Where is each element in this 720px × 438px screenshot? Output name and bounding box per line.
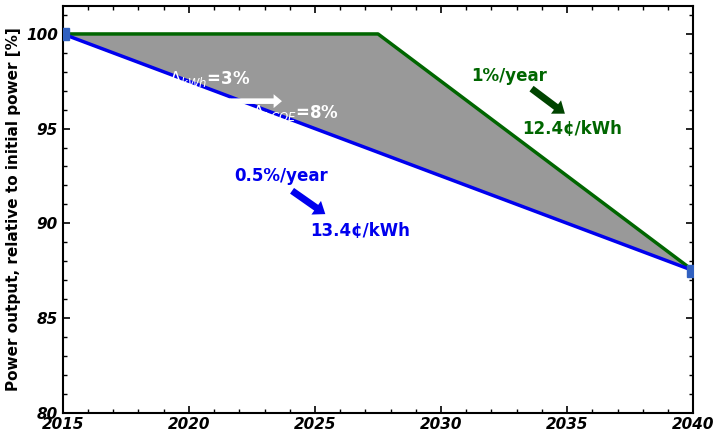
Text: $\Delta_{kWh}$=3%: $\Delta_{kWh}$=3% [168, 69, 250, 89]
Text: 12.4¢/kWh: 12.4¢/kWh [522, 120, 621, 138]
Text: 13.4¢/kWh: 13.4¢/kWh [310, 222, 410, 240]
Text: 0.5%/year: 0.5%/year [234, 167, 328, 185]
Text: 1%/year: 1%/year [472, 67, 547, 85]
Text: $\Delta_{LCOE}$=8%: $\Delta_{LCOE}$=8% [252, 103, 338, 124]
Y-axis label: Power output, relative to initial power [%]: Power output, relative to initial power … [6, 27, 21, 391]
